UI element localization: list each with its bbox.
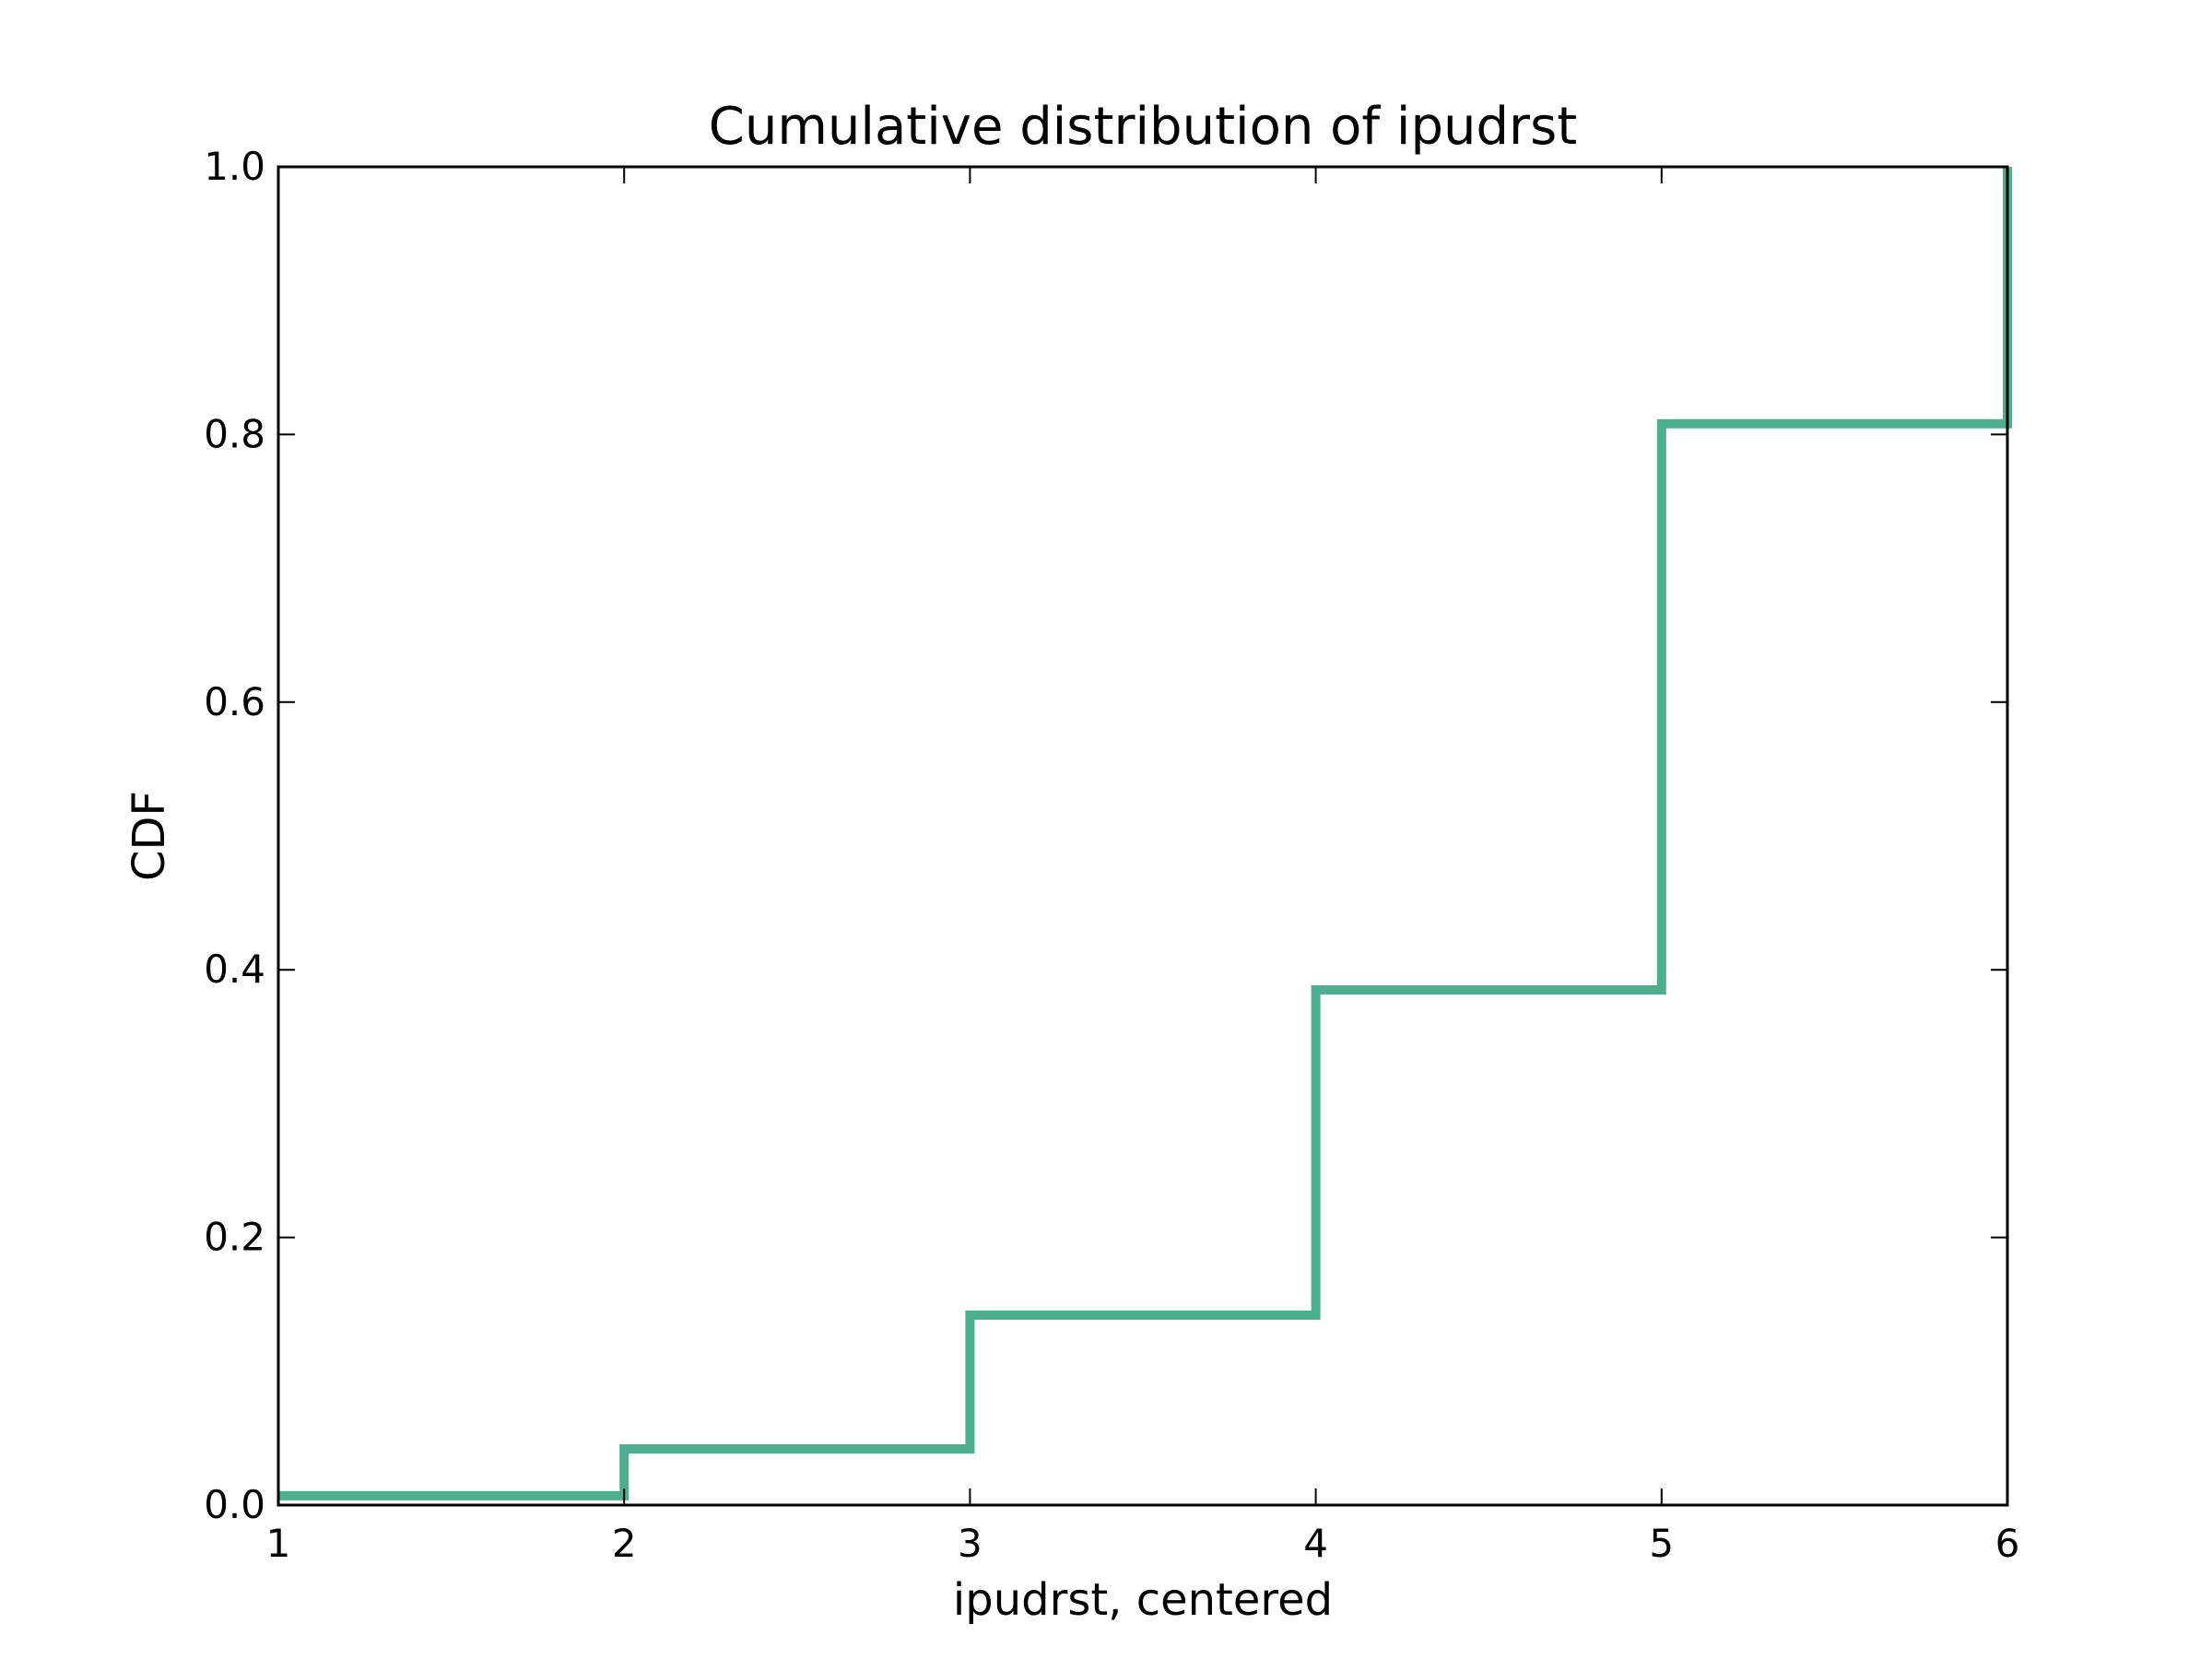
x-tick-label-2: 2 xyxy=(612,1521,637,1566)
y-tick-label-0.2: 0.2 xyxy=(204,1215,265,1260)
x-tick-label-3: 3 xyxy=(958,1521,982,1566)
x-axis-label: ipudrst, centered xyxy=(953,1574,1333,1626)
x-tick-label-1: 1 xyxy=(266,1521,291,1566)
cdf-step-line-0 xyxy=(278,167,2012,1500)
x-tick-label-4: 4 xyxy=(1303,1521,1328,1566)
x-tick-label-6: 6 xyxy=(1995,1521,2020,1566)
x-tick-label-5: 5 xyxy=(1649,1521,1674,1566)
y-tick-label-1.0: 1.0 xyxy=(204,144,265,189)
y-tick-label-0.8: 0.8 xyxy=(204,411,265,456)
ticks-layer: 1 2 3 4 5 6 0.0 0.2 0.4 0.6 0.8 1.0 xyxy=(204,144,2019,1566)
y-axis-label: CDF xyxy=(124,791,175,881)
y-tick-label-0.0: 0.0 xyxy=(204,1482,265,1527)
plot-frame xyxy=(276,165,2009,1507)
marks-layer xyxy=(278,167,2012,1500)
y-tick-label-0.4: 0.4 xyxy=(204,947,265,992)
y-tick-label-0.6: 0.6 xyxy=(204,679,265,724)
chart-title: Cumulative distribution of ipudrst xyxy=(709,97,1577,157)
